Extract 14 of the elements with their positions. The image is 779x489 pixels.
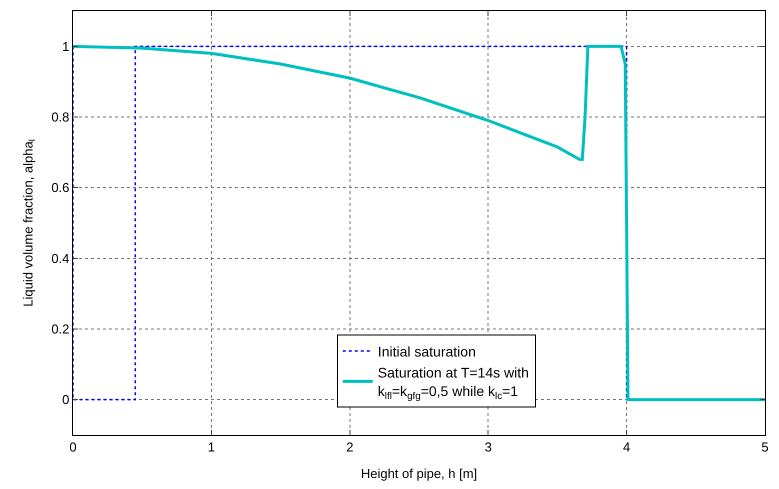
legend-label: Saturation at T=14s with k$_{lfl}$=k$_{gfg}$=0,5 while k$_{lc}$=1 [378,364,529,402]
y-tick-label: 0.2 [51,322,70,337]
y-tick-label: 0.6 [51,180,70,196]
legend-label: Initial saturation [378,344,476,360]
x-tick-label: 5 [761,440,769,455]
x-axis-title: Height of pipe, h [m] [360,466,478,482]
y-tick-label: 0.4 [51,250,70,266]
x-tick-label: 1 [208,440,216,455]
x-tick-label: 3 [484,440,492,455]
x-tick-label: 4 [622,440,630,455]
y-tick-label: 0.8 [51,110,70,125]
y-tick-label: 1 [62,38,70,54]
y-tick-label: 0 [62,392,70,408]
x-tick-label: 2 [346,440,354,455]
